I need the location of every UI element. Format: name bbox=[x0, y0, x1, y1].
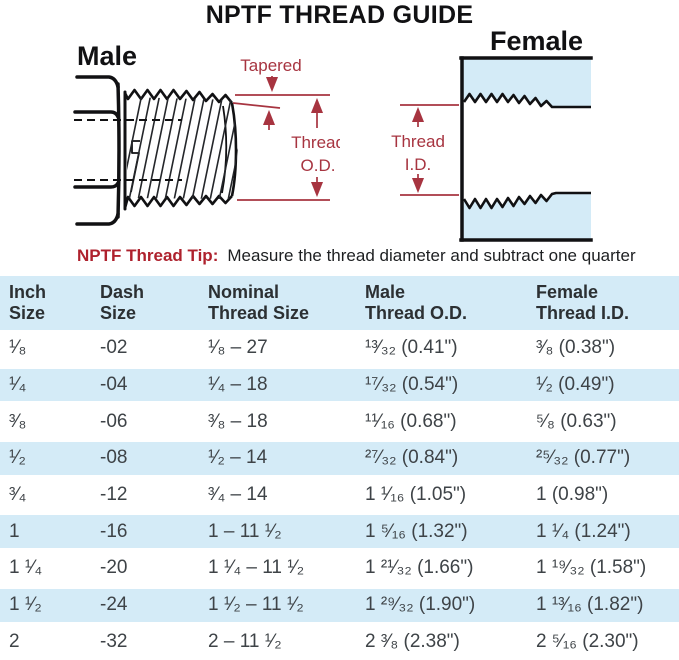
thread-tip-line: NPTF Thread Tip: Measure the thread diame… bbox=[77, 246, 637, 266]
table-cell: ¹⁄₄ – 18 bbox=[208, 374, 268, 396]
header-dash-size: Dash Size bbox=[100, 281, 145, 323]
thread-zigzag-top bbox=[123, 88, 234, 104]
taper-slant-line bbox=[232, 102, 281, 109]
table-cell: -24 bbox=[100, 594, 128, 616]
page-title: NPTF THREAD GUIDE bbox=[205, 1, 474, 29]
table-cell: ³⁄₈ bbox=[9, 410, 27, 432]
table-row: ¹⁄₂ -08 ¹⁄₂ – 14 ²⁷⁄₃₂ (0.84") ²⁵⁄₃₂ (0.… bbox=[0, 440, 679, 477]
thread-od-label-line1: Thread bbox=[291, 133, 340, 152]
table-cell: 1 ¹⁄₄ – 11 ¹⁄₂ bbox=[208, 557, 305, 579]
table-cell: ¹⁄₄ bbox=[9, 374, 27, 396]
female-dimension-annotations bbox=[400, 104, 459, 196]
thread-chamfer bbox=[221, 105, 228, 194]
thread-tip-text: Measure the thread diameter and subtract… bbox=[227, 246, 636, 265]
table-cell: ¹⁄₂ bbox=[9, 447, 26, 469]
table-cell: ³⁄₈ – 18 bbox=[208, 410, 268, 432]
table-cell: -04 bbox=[100, 374, 128, 396]
table-cell: -16 bbox=[100, 520, 128, 542]
male-dimension-annotations bbox=[232, 76, 330, 201]
table-row: ¹⁄₈ -02 ¹⁄₈ – 27 ¹³⁄₃₂ (0.41") ³⁄₈ (0.38… bbox=[0, 330, 679, 367]
table-cell: -06 bbox=[100, 410, 128, 432]
table-cell: -12 bbox=[100, 484, 128, 506]
table-cell: ¹⁄₈ – 27 bbox=[208, 337, 268, 359]
table-cell: ¹⁄₂ – 14 bbox=[208, 447, 268, 469]
table-cell: 1 (0.98") bbox=[536, 484, 609, 506]
table-cell: 1 ¹⁄₄ (1.24") bbox=[536, 520, 631, 542]
table-cell: 1 ⁵⁄₁₆ (1.32") bbox=[365, 520, 468, 542]
table-cell: 1 ²¹⁄₃₂ (1.66") bbox=[365, 557, 474, 579]
female-fitting-drawing: Thread I.D. bbox=[391, 56, 593, 242]
table-cell: -20 bbox=[100, 557, 128, 579]
female-diagram-label: Female bbox=[490, 26, 584, 56]
thread-od-label-line2: O.D. bbox=[301, 156, 336, 175]
female-top-wall-fill bbox=[462, 58, 591, 107]
hex-head bbox=[73, 75, 127, 226]
table-cell: -02 bbox=[100, 337, 128, 359]
table-cell: 1 ¹⁄₁₆ (1.05") bbox=[365, 484, 467, 506]
female-thread-profiles bbox=[462, 92, 591, 210]
table-row: 1 -16 1 – 11 ¹⁄₂ 1 ⁵⁄₁₆ (1.32") 1 ¹⁄₄ (1… bbox=[0, 513, 679, 551]
female-thread-zigzag-top bbox=[462, 92, 591, 109]
thread-id-label-line1: Thread bbox=[391, 132, 445, 151]
table-cell: 2 – 11 ¹⁄₂ bbox=[208, 630, 282, 652]
tapered-label: Tapered bbox=[240, 56, 301, 75]
thread-hatching bbox=[127, 97, 238, 199]
table-row: ¹⁄₄ -04 ¹⁄₄ – 18 ¹⁷⁄₃₂ (0.54") ¹⁄₂ (0.49… bbox=[0, 366, 679, 404]
table-cell: 1 ¹⁄₂ bbox=[9, 594, 42, 616]
thread-end-cap bbox=[230, 102, 238, 197]
table-header-row: Inch Size Dash Size Nominal Thread Size … bbox=[0, 276, 679, 330]
table-cell: ¹¹⁄₁₆ (0.68") bbox=[365, 410, 457, 432]
table-cell: -32 bbox=[100, 630, 128, 652]
table-cell: 1 – 11 ¹⁄₂ bbox=[208, 520, 282, 542]
table-row: 1 ¹⁄₄ -20 1 ¹⁄₄ – 11 ¹⁄₂ 1 ²¹⁄₃₂ (1.66")… bbox=[0, 550, 679, 587]
table-row: 2 -32 2 – 11 ¹⁄₂ 2 ³⁄₈ (2.38") 2 ⁵⁄₁₆ (2… bbox=[0, 623, 679, 660]
header-male-thread-od: Male Thread O.D. bbox=[365, 281, 468, 323]
table-cell: 1 ¹³⁄₁₆ (1.82") bbox=[536, 594, 644, 616]
table-row: ³⁄₈ -06 ³⁄₈ – 18 ¹¹⁄₁₆ (0.68") ⁵⁄₈ (0.63… bbox=[0, 403, 679, 441]
header-inch-size: Inch Size bbox=[9, 281, 47, 323]
female-body-outline bbox=[459, 56, 593, 242]
table-cell: ¹⁷⁄₃₂ (0.54") bbox=[365, 374, 459, 396]
table-cell: 1 ¹⁄₄ bbox=[9, 557, 43, 579]
table-cell: 1 ¹⁹⁄₃₂ (1.58") bbox=[536, 557, 647, 579]
thread-tip-label: NPTF Thread Tip: bbox=[77, 246, 219, 265]
table-cell: ²⁵⁄₃₂ (0.77") bbox=[536, 447, 631, 469]
table-cell: ¹⁄₈ bbox=[9, 337, 27, 359]
thread-size-table: Inch Size Dash Size Nominal Thread Size … bbox=[0, 276, 679, 660]
table-cell: ⁵⁄₈ (0.63") bbox=[536, 410, 617, 432]
table-cell: 1 bbox=[9, 520, 20, 542]
thread-id-label-line2: I.D. bbox=[405, 155, 431, 174]
female-thread-zigzag-bottom bbox=[462, 191, 591, 210]
table-row: ³⁄₄ -12 ³⁄₄ – 14 1 ¹⁄₁₆ (1.05") 1 (0.98"… bbox=[0, 476, 679, 514]
table-row: 1 ¹⁄₂ -24 1 ¹⁄₂ – 11 ¹⁄₂ 1 ²⁹⁄₃₂ (1.90")… bbox=[0, 586, 679, 624]
header-nominal-thread-size: Nominal Thread Size bbox=[208, 281, 310, 323]
male-diagram-label: Male bbox=[77, 41, 138, 71]
table-cell: ¹³⁄₃₂ (0.41") bbox=[365, 337, 458, 359]
table-cell: ³⁄₄ – 14 bbox=[208, 484, 268, 506]
table-cell: 2 bbox=[9, 630, 20, 652]
table-cell: 2 ⁵⁄₁₆ (2.30") bbox=[536, 630, 639, 652]
header-female-thread-id: Female Thread I.D. bbox=[536, 281, 630, 323]
male-fitting-drawing: Tapered Thread O.D. bbox=[73, 56, 340, 226]
thread-zigzag-bottom bbox=[123, 194, 233, 209]
table-cell: -08 bbox=[100, 447, 128, 469]
table-cell: 1 ¹⁄₂ – 11 ¹⁄₂ bbox=[208, 594, 304, 616]
table-cell: ³⁄₄ bbox=[9, 484, 27, 506]
table-cell: ²⁷⁄₃₂ (0.84") bbox=[365, 447, 459, 469]
table-cell: ¹⁄₂ (0.49") bbox=[536, 374, 615, 396]
table-cell: ³⁄₈ (0.38") bbox=[536, 337, 616, 359]
table-cell: 1 ²⁹⁄₃₂ (1.90") bbox=[365, 594, 476, 616]
table-cell: 2 ³⁄₈ (2.38") bbox=[365, 630, 460, 652]
centerlines bbox=[74, 119, 182, 181]
